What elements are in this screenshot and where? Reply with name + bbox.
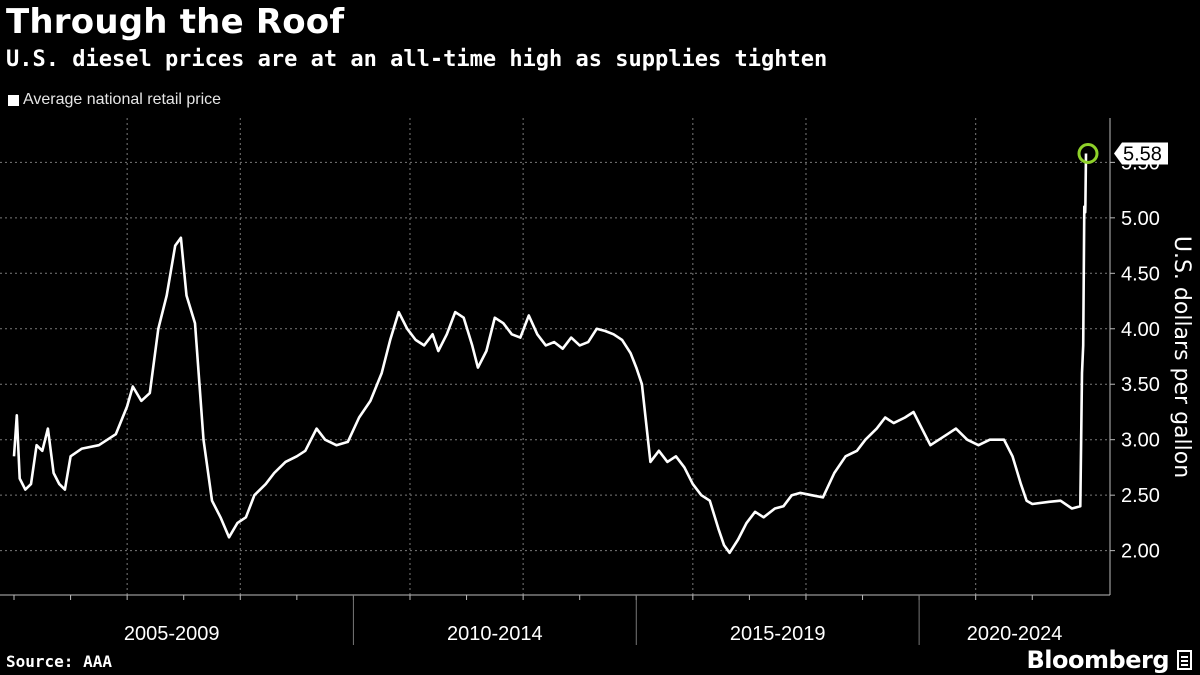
x-category-label: 2010-2014 (447, 623, 543, 645)
bloomberg-terminal-icon (1177, 650, 1192, 670)
x-category-label: 2005-2009 (124, 623, 220, 645)
x-category-label: 2015-2019 (730, 623, 826, 645)
axes (0, 118, 1115, 645)
legend-swatch (8, 94, 19, 106)
brand-logo: Bloomberg (1027, 646, 1192, 674)
x-category-label: 2020-2024 (967, 623, 1063, 645)
y-tick-label: 3.00 (1121, 430, 1160, 452)
y-tick-label: 2.50 (1121, 485, 1160, 507)
last-value-callout: 5.58 (1077, 142, 1168, 165)
last-value-label: 5.58 (1123, 143, 1162, 165)
y-tick-label: 2.00 (1121, 541, 1160, 563)
series-line-average-national-retail-price (12, 153, 1088, 555)
x-category-labels: 2005-2009 2010-2014 2015-2019 2020-2024 (124, 623, 1063, 645)
y-tick-label: 3.50 (1121, 374, 1160, 396)
y-tick-labels: 2.002.503.003.504.004.505.005.50 (1121, 152, 1160, 562)
brand-name: Bloomberg (1026, 646, 1170, 674)
chart-title: Through the Roof (6, 2, 345, 42)
gridlines (0, 118, 1110, 595)
last-value-marker (1077, 142, 1099, 164)
chart-subtitle: U.S. diesel prices are at an all-time hi… (6, 47, 828, 72)
last-value-label-box (1114, 142, 1168, 165)
legend: Average national retail price (8, 91, 221, 109)
y-tick-label: 4.50 (1121, 263, 1160, 285)
y-tick-label: 4.00 (1121, 319, 1160, 341)
y-axis-label: U.S. dollars per gallon (1169, 236, 1194, 478)
y-tick-label: 5.00 (1121, 208, 1160, 230)
source-note: Source: AAA (6, 652, 112, 671)
legend-label: Average national retail price (23, 91, 222, 108)
